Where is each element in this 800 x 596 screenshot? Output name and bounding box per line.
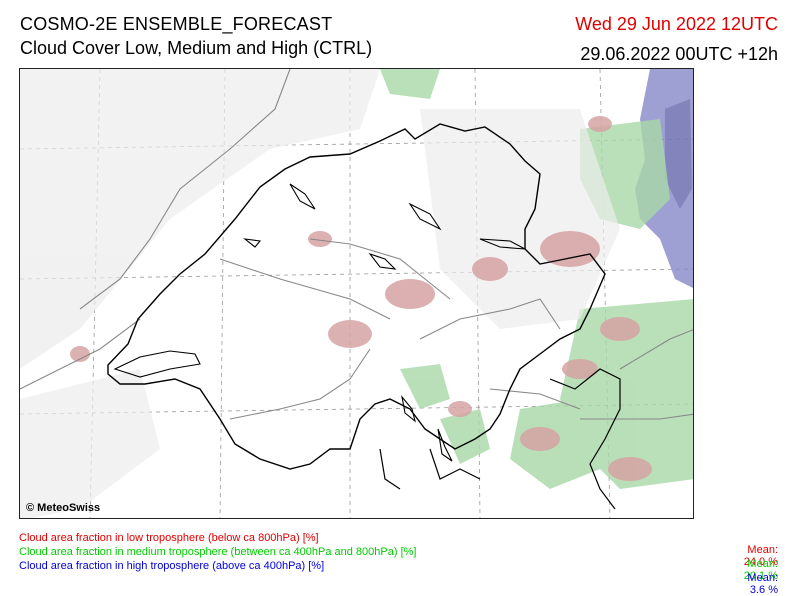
mean-low-label: Mean: [747,544,778,556]
mean-high: Mean: 3.6 % [726,560,778,596]
lakes [113,183,526,462]
mean-medium-value: 20.1 % [743,570,778,582]
country-border [107,123,606,470]
mean-high-value: 3.6 % [749,584,778,596]
title: COSMO-2E ENSEMBLE_FORECAST [20,14,333,34]
rivers [20,69,693,420]
run-info: 29.06.2022 00UTC +12h [580,44,778,64]
light-cloud-mottle [20,69,620,518]
mean-high-label: Mean: [747,572,778,584]
legend-medium: Cloud area fraction in medium tropospher… [19,546,417,558]
legend-high: Cloud area fraction in high troposphere … [19,560,325,572]
valid-time: Wed 29 Jun 2022 12UTC [575,14,778,34]
map-panel: © MeteoSwiss [19,68,694,519]
mean-low: Mean: 24.0 % [726,532,778,568]
low-cloud-field [70,116,652,481]
mean-medium-label: Mean: [747,558,778,570]
map-canvas [20,69,693,518]
mean-medium: Mean: 20.1 % [726,546,778,582]
subtitle: Cloud Cover Low, Medium and High (CTRL) [20,38,373,58]
other-borders [379,368,621,510]
mean-low-value: 24.0 % [743,556,778,568]
high-cloud-overlap [665,99,692,209]
copyright-label: © MeteoSwiss [26,502,101,514]
legend-low: Cloud area fraction in low troposphere (… [19,532,319,544]
